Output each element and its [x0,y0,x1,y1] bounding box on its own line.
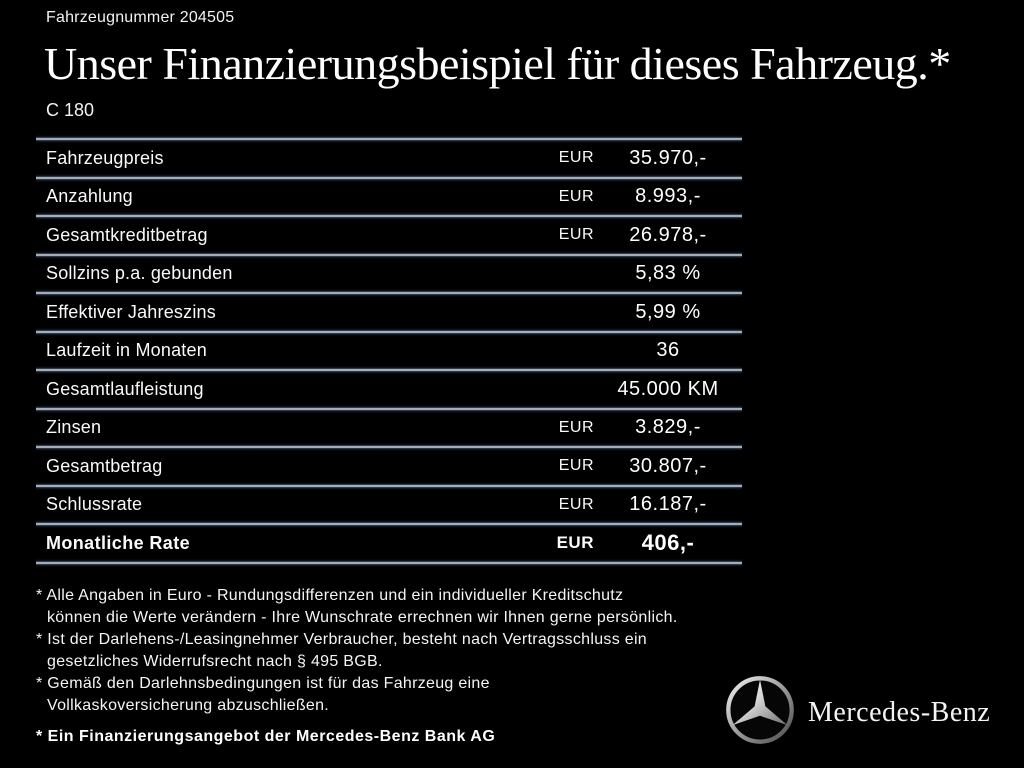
row-label: Gesamtkreditbetrag [46,224,208,245]
finance-table: Fahrzeugpreis EUR 35.970,- Anzahlung EUR 8.99… [36,135,742,567]
footnote-line: * Ist der Darlehens-/Leasingnehmer Verbr… [36,631,647,648]
table-row: Fahrzeugpreis EUR 35.970,- [36,143,742,174]
row-value: 26.978,- [629,223,707,246]
divider-line [36,404,742,413]
footnote-line: können die Werte verändern - Ihre Wunsch… [47,609,678,626]
row-label: Monatliche Rate [46,532,191,553]
row-label: Anzahlung [46,186,133,207]
currency-label: EUR [558,226,594,244]
table-row: Gesamtkreditbetrag EUR 26.978,- [36,220,742,251]
bank-financing-note: * Ein Finanzierungsangebot der Mercedes-… [36,728,496,745]
row-label: Effektiver Jahreszins [46,301,216,322]
row-value: 35.970,- [629,146,707,169]
row-label: Fahrzeugpreis [46,147,164,168]
row-label: Laufzeit in Monaten [46,340,207,361]
divider-line [36,173,742,182]
divider-line [36,250,742,259]
table-row: Laufzeit in Monaten 36 [36,336,742,367]
divider-line [36,520,742,528]
footnote: * Ist der Darlehens-/Leasingnehmer Verbr… [36,629,806,673]
table-row: Effektiver Jahreszins 5,99 % [36,297,742,328]
row-value: 45.000 KM [617,377,719,400]
currency-label: EUR [558,457,594,475]
currency-label: EUR [558,149,594,167]
table-row: Schlussrate EUR 16.187,- [36,490,742,521]
row-value: 36 [656,339,680,362]
footnote-line: gesetzliches Widerrufsrecht nach § 495 B… [47,653,383,670]
row-value: 3.829,- [635,416,701,439]
mercedes-star-icon [724,674,796,746]
row-value: 8.993,- [635,185,701,208]
page-title: Unser Finanzierungsbeispiel für dieses F… [44,38,951,89]
row-label: Schlussrate [46,494,143,515]
row-label: Sollzins p.a. gebunden [46,263,233,284]
table-row: Monatliche Rate EUR 406,- [36,528,742,559]
brand-wordmark: Mercedes-Benz [808,697,991,728]
footnotes: * Alle Angaben in Euro - Rundungsdiffere… [36,585,806,717]
divider-line [36,135,742,143]
table-row: Gesamtlaufleistung 45.000 KM [36,374,742,405]
table-row: Zinsen EUR 3.829,- [36,413,742,444]
divider-line [36,366,742,374]
footnote-line: * Gemäß den Darlehnsbedingungen ist für … [36,675,490,692]
model-name: C 180 [46,100,95,120]
divider-line [36,443,742,451]
brand-block: Mercedes-Benz [724,674,1024,768]
footnote-line: Vollkaskoversicherung abzuschließen. [47,697,330,714]
currency-label: EUR [558,187,594,205]
divider-line [36,289,742,297]
currency-label: EUR [558,495,594,513]
table-row: Anzahlung EUR 8.993,- [36,182,742,213]
row-value: 5,99 % [635,300,701,323]
currency-label: EUR [556,533,594,553]
row-label: Gesamtbetrag [46,455,163,476]
divider-line [36,558,742,567]
divider-line [36,481,742,490]
table-row: Sollzins p.a. gebunden 5,83 % [36,259,742,290]
row-label: Zinsen [46,417,102,438]
row-value: 5,83 % [635,262,701,285]
row-value: 406,- [641,530,695,556]
divider-line [36,212,742,220]
footnote: * Alle Angaben in Euro - Rundungsdiffere… [36,585,806,629]
row-value: 16.187,- [629,493,707,516]
currency-label: EUR [558,418,594,436]
row-label: Gesamtlaufleistung [46,378,204,399]
table-row: Gesamtbetrag EUR 30.807,- [36,451,742,482]
vehicle-number: Fahrzeugnummer 204505 [46,9,235,26]
row-value: 30.807,- [629,454,707,477]
divider-line [36,327,742,336]
footnote-line: * Alle Angaben in Euro - Rundungsdiffere… [36,587,624,604]
footnote: * Gemäß den Darlehnsbedingungen ist für … [36,673,806,717]
